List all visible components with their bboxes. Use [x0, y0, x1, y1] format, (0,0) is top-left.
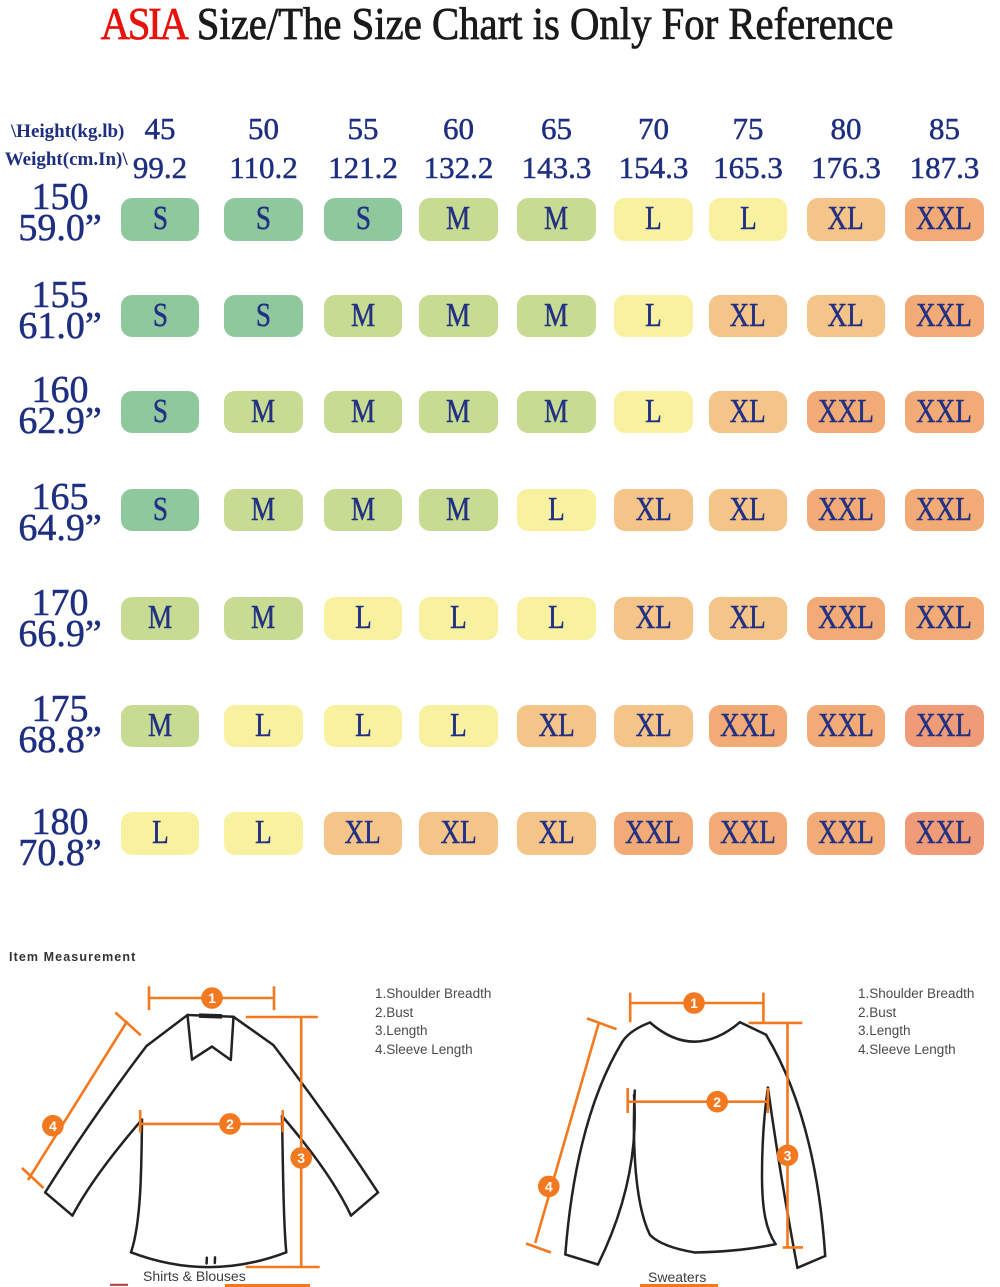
svg-text:1: 1	[208, 990, 216, 1006]
svg-text:2: 2	[226, 1116, 234, 1132]
svg-text:3: 3	[784, 1148, 792, 1164]
svg-text:2: 2	[713, 1094, 721, 1110]
svg-text:4: 4	[49, 1118, 57, 1134]
svg-text:4: 4	[545, 1179, 553, 1195]
svg-text:3: 3	[297, 1150, 305, 1166]
svg-text:1: 1	[690, 995, 698, 1011]
